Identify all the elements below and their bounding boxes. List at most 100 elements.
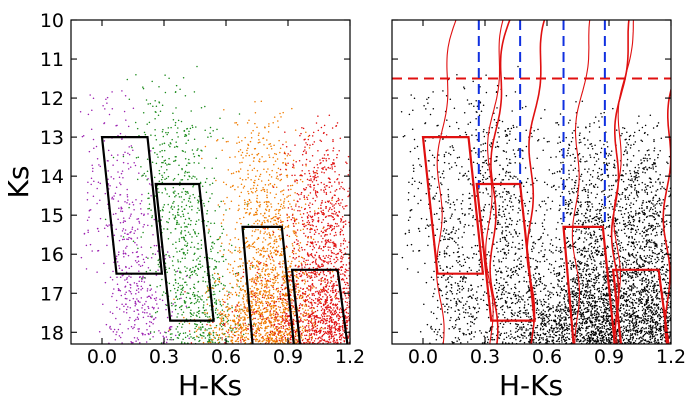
- star-point: [148, 325, 151, 327]
- star-point: [278, 337, 281, 340]
- star-point: [213, 177, 216, 179]
- star-point: [127, 238, 129, 241]
- star-point: [339, 137, 342, 140]
- star-point: [317, 303, 319, 306]
- star-point: [308, 335, 310, 337]
- star-point: [355, 292, 357, 294]
- star-point: [274, 160, 277, 162]
- star-point: [117, 200, 120, 202]
- star-point: [331, 270, 334, 273]
- star-point: [317, 293, 320, 295]
- star-point: [209, 305, 211, 307]
- star-point: [277, 332, 280, 335]
- star-point: [93, 180, 95, 182]
- star-point: [256, 238, 259, 240]
- star-point: [331, 166, 333, 168]
- star-point: [355, 309, 357, 311]
- star-point: [265, 203, 268, 206]
- star-point: [308, 293, 311, 296]
- star-point: [258, 158, 261, 160]
- star-point: [221, 332, 223, 335]
- star-point: [263, 160, 265, 163]
- star-point: [135, 198, 137, 201]
- star-point: [255, 276, 257, 279]
- star-point: [120, 294, 123, 297]
- star-point: [267, 275, 270, 278]
- star-point: [307, 184, 309, 186]
- star-point: [124, 232, 126, 234]
- star-point: [283, 342, 285, 344]
- star-point: [337, 225, 340, 227]
- star-point: [298, 260, 300, 263]
- star-point: [307, 289, 310, 291]
- star-point: [169, 163, 171, 166]
- star-point: [210, 250, 212, 253]
- star-point: [316, 169, 318, 172]
- star-point: [336, 252, 339, 255]
- star-point: [286, 196, 288, 198]
- star-point: [291, 260, 293, 263]
- star-point: [202, 276, 204, 279]
- star-point: [353, 327, 355, 329]
- star-point: [340, 269, 343, 271]
- star-point: [315, 318, 317, 321]
- star-point: [269, 242, 272, 244]
- star-point: [335, 304, 337, 307]
- star-point: [207, 296, 209, 299]
- star-point: [235, 330, 238, 333]
- star-point: [326, 301, 328, 304]
- star-point: [187, 223, 190, 225]
- star-point: [276, 326, 279, 328]
- star-point: [340, 260, 343, 263]
- star-point: [341, 206, 344, 208]
- star-point: [286, 338, 288, 341]
- star-point: [190, 246, 192, 248]
- star-point: [315, 345, 317, 347]
- star-point: [252, 328, 254, 330]
- star-point: [343, 290, 345, 293]
- star-point: [315, 251, 318, 254]
- star-point: [298, 297, 301, 300]
- star-point: [253, 258, 256, 261]
- star-point: [191, 236, 193, 238]
- star-point: [195, 335, 198, 337]
- star-point: [298, 273, 301, 275]
- star-point: [257, 325, 259, 327]
- star-point: [302, 321, 304, 323]
- star-point: [186, 242, 189, 244]
- star-point: [324, 188, 327, 190]
- star-point: [255, 220, 257, 223]
- star-point: [313, 294, 316, 297]
- star-point: [158, 85, 160, 88]
- star-point: [148, 183, 151, 185]
- star-point: [313, 315, 316, 317]
- star-point: [279, 266, 281, 268]
- star-point: [351, 327, 353, 329]
- star-point: [258, 268, 260, 270]
- star-point: [237, 324, 240, 327]
- star-point: [126, 196, 129, 198]
- star-point: [279, 147, 282, 150]
- star-point: [118, 251, 120, 253]
- star-point: [316, 191, 319, 194]
- star-point: [211, 274, 214, 276]
- star-point: [316, 172, 319, 175]
- star-point: [328, 261, 330, 263]
- star-point: [329, 271, 331, 274]
- star-point: [193, 91, 196, 93]
- star-point: [334, 309, 337, 312]
- star-point: [286, 174, 289, 177]
- star-point: [261, 248, 264, 250]
- star-point: [234, 188, 236, 191]
- star-point: [300, 317, 302, 319]
- star-point: [158, 102, 161, 104]
- star-point: [342, 187, 344, 189]
- star-point: [307, 241, 309, 243]
- star-point: [226, 268, 229, 271]
- star-point: [318, 279, 320, 281]
- star-point: [253, 292, 255, 294]
- star-point: [295, 338, 297, 341]
- star-point: [336, 153, 338, 156]
- star-point: [262, 267, 264, 269]
- star-point: [353, 327, 355, 329]
